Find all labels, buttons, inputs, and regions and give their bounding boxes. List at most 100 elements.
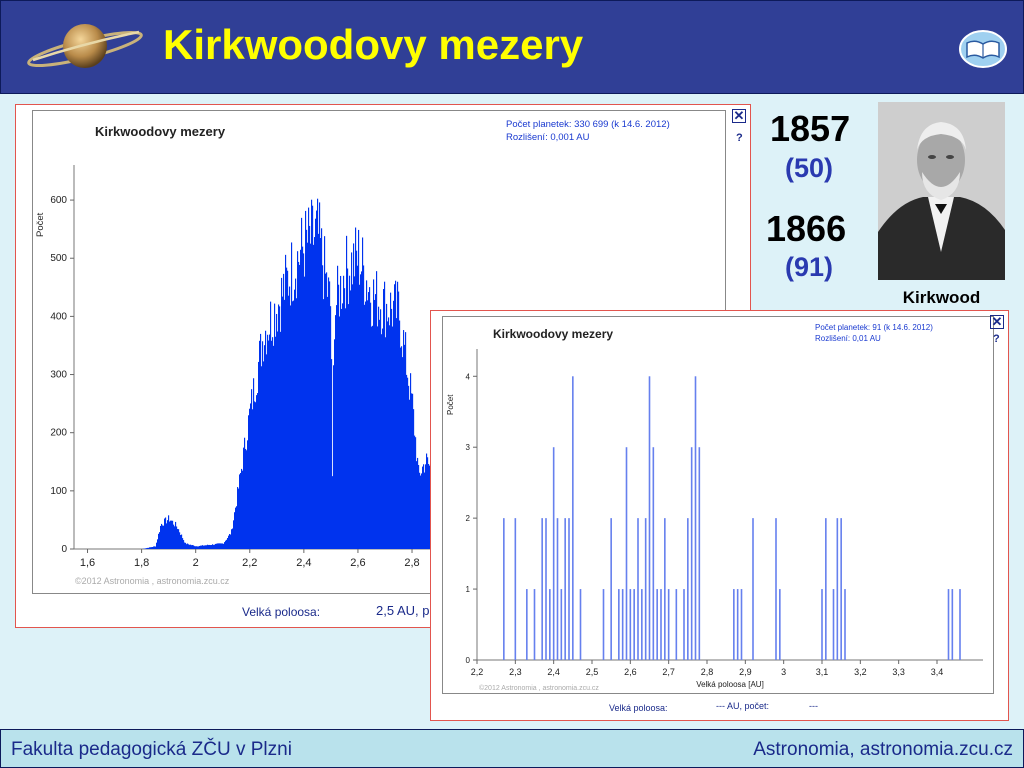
histogram-bar: [392, 326, 394, 549]
histogram-bar: [192, 545, 194, 549]
x-tick-label: 2,6: [350, 557, 365, 569]
histogram-bar: [375, 294, 377, 549]
histogram-bar: [221, 543, 223, 549]
histogram-bar: [174, 526, 176, 549]
chart-title: Kirkwoodovy mezery: [493, 327, 613, 341]
histogram-bar: [278, 304, 280, 549]
histogram-bar: [308, 207, 310, 549]
histogram-bar: [408, 385, 410, 549]
histogram-bar: [148, 547, 150, 549]
count-readout: ---: [809, 701, 818, 711]
histogram-bar: [187, 543, 189, 549]
histogram-bar: [775, 518, 777, 660]
histogram-bar: [206, 545, 208, 549]
x-tick-label: 2,8: [404, 557, 419, 569]
histogram-bar: [349, 275, 351, 549]
histogram-bar: [411, 393, 413, 549]
histogram-bar: [276, 313, 278, 549]
histogram-bar: [844, 589, 846, 660]
histogram-bar: [186, 544, 188, 549]
histogram-bar: [212, 544, 214, 549]
histogram-bar: [373, 279, 375, 549]
histogram-bar: [362, 237, 364, 549]
help-button[interactable]: ?: [736, 132, 743, 144]
histogram-bar: [514, 518, 517, 660]
histogram-bar: [264, 345, 266, 549]
open-book-icon[interactable]: [959, 29, 1007, 69]
histogram-bar: [165, 517, 167, 549]
histogram-bar: [660, 589, 662, 660]
histogram-bar: [182, 538, 184, 549]
histogram-bar: [334, 339, 336, 549]
close-button[interactable]: ✕: [990, 314, 1004, 329]
chart-info-line: Rozlišení: 0,001 AU: [506, 132, 590, 143]
histogram-bar: [556, 518, 559, 660]
y-tick-label: 4: [466, 372, 471, 381]
histogram-bar: [235, 507, 237, 549]
histogram-bar: [231, 529, 233, 549]
histogram-bar: [245, 448, 247, 549]
histogram-bar: [251, 389, 253, 549]
histogram-bar: [403, 330, 405, 549]
histogram-bar: [648, 376, 651, 660]
close-button[interactable]: ✕: [732, 108, 746, 123]
histogram-bar: [159, 532, 161, 549]
histogram-bar: [260, 333, 262, 549]
footer-site[interactable]: Astronomia, astronomia.zcu.cz: [753, 739, 1013, 760]
histogram-bar: [385, 337, 387, 549]
histogram-bar: [304, 276, 306, 549]
histogram-bar: [156, 542, 158, 549]
histogram-bar: [149, 547, 151, 549]
histogram-bar: [211, 544, 213, 549]
histogram-bar: [364, 304, 366, 549]
histogram-bar: [324, 236, 326, 549]
histogram-bar: [409, 399, 411, 549]
semi-major-axis-readout: --- AU, počet:: [716, 701, 770, 711]
histogram-bar: [323, 299, 325, 549]
histogram-bar: [190, 544, 192, 549]
histogram-bar: [354, 276, 356, 549]
x-tick-label: 2,5: [586, 667, 599, 677]
histogram-bar: [227, 537, 229, 549]
y-tick-label: 100: [50, 486, 67, 497]
histogram-bar: [309, 225, 311, 549]
histogram-bar: [224, 542, 226, 549]
histogram-bar: [257, 393, 259, 549]
histogram-bar: [345, 308, 347, 549]
histogram-bar: [335, 315, 337, 549]
histogram-bar: [164, 518, 166, 549]
histogram-bar: [270, 301, 272, 549]
histogram-bar: [421, 473, 423, 549]
histogram-bar: [219, 543, 221, 549]
y-tick-label: 1: [466, 585, 471, 594]
histogram-bar: [169, 521, 171, 549]
x-tick-label: 2,9: [739, 667, 752, 677]
histogram-bar: [832, 589, 835, 660]
histogram-bar: [299, 264, 301, 549]
histogram-bar: [825, 518, 827, 660]
semi-major-axis-readout: 2,5 AU, p: [376, 603, 430, 618]
histogram-bar: [297, 251, 299, 549]
histogram-bar: [223, 543, 225, 549]
histogram-bar: [232, 528, 234, 549]
histogram-bar: [248, 415, 250, 549]
histogram-bar: [266, 354, 268, 549]
histogram-bar: [295, 278, 297, 549]
histogram-bar: [287, 270, 289, 549]
histogram-bar: [368, 292, 370, 549]
histogram-bar: [146, 548, 148, 549]
help-button[interactable]: ?: [993, 333, 1000, 345]
histogram-bar: [400, 347, 402, 549]
histogram-bar: [337, 265, 339, 549]
histogram-bar: [162, 525, 164, 549]
y-tick-label: 500: [50, 253, 67, 264]
histogram-bar: [426, 453, 428, 549]
histogram-bar: [292, 301, 294, 549]
histogram-bar: [316, 210, 318, 549]
histogram-bar: [633, 589, 635, 660]
histogram-bar: [261, 366, 263, 549]
histogram-bar: [193, 545, 195, 549]
histogram-bar: [236, 506, 238, 549]
histogram-bar: [254, 401, 256, 549]
histogram-bar: [314, 237, 316, 549]
